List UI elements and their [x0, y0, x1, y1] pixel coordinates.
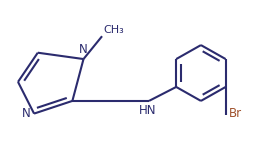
Text: CH₃: CH₃: [103, 25, 124, 35]
Text: Br: Br: [229, 107, 242, 120]
Text: N: N: [22, 107, 31, 120]
Text: N: N: [79, 43, 88, 56]
Text: HN: HN: [139, 104, 156, 117]
